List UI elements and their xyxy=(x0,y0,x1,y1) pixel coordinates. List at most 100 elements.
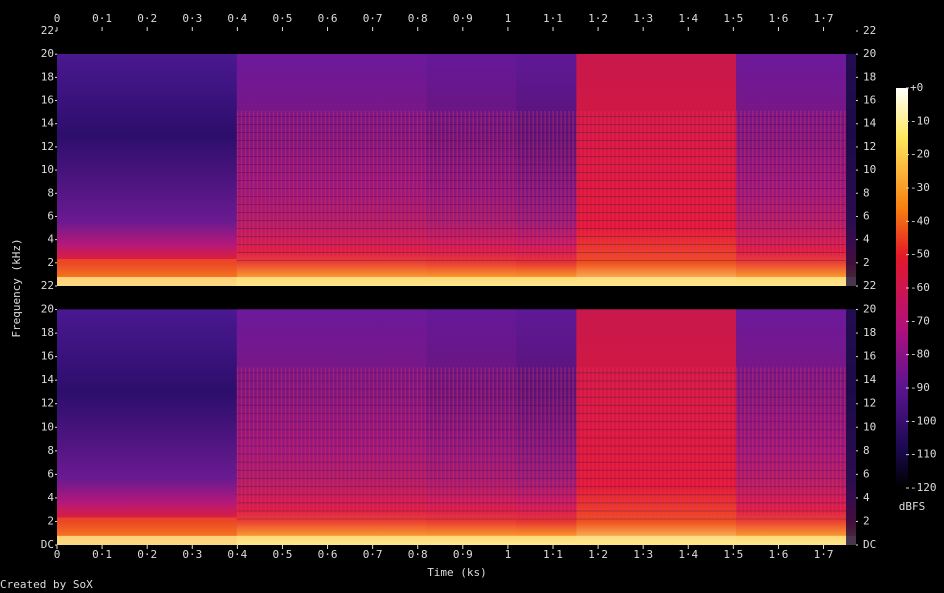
colorbar-tick-label: -90 xyxy=(910,381,930,394)
y-tick-label: 18 xyxy=(41,70,54,83)
x-tick-label: 0·3 xyxy=(182,548,202,561)
colorbar-tick-label: -100 xyxy=(910,414,937,427)
colorbar-tick-label: -70 xyxy=(910,314,930,327)
x-tick-label: 0·6 xyxy=(318,548,338,561)
colorbar-tick-label: -110 xyxy=(910,448,937,461)
y-tick-label: 22 xyxy=(41,24,54,37)
x-tick-label: 0·4 xyxy=(227,548,247,561)
x-tick-label: 1 xyxy=(505,548,512,561)
y-tick-label: 2 xyxy=(47,256,54,269)
colorbar-tick-label: -60 xyxy=(910,281,930,294)
y-tick-label: 12 xyxy=(863,397,876,410)
x-tick-label: 1·5 xyxy=(723,548,743,561)
x-tick-label: 1·3 xyxy=(633,548,653,561)
x-tick-label: 1·4 xyxy=(678,12,698,25)
y-tick-label: 16 xyxy=(41,350,54,363)
y-tick-label: 8 xyxy=(47,444,54,457)
credit: Created by SoX xyxy=(0,578,93,591)
y-tick-label: 18 xyxy=(863,70,876,83)
x-tick-label: 1·4 xyxy=(678,548,698,561)
x-tick-label: 1·1 xyxy=(543,548,563,561)
x-tick-label: 1·2 xyxy=(588,12,608,25)
y-tick-label: 12 xyxy=(41,397,54,410)
colorbar-tick-label: -120 xyxy=(910,481,937,494)
y-tick-label: 14 xyxy=(863,117,877,130)
y-tick-label: 16 xyxy=(863,94,876,107)
spectrogram-image xyxy=(57,54,856,286)
y-tick-label: 10 xyxy=(863,163,876,176)
y-axis-label: Frequency (kHz) xyxy=(10,238,23,337)
colorbar-tick-label: -40 xyxy=(910,214,930,227)
y-tick-label: 6 xyxy=(47,209,54,222)
y-tick-label: 4 xyxy=(863,233,870,246)
colorbar-tick-label: +0 xyxy=(910,81,923,94)
x-tick-label: 1·6 xyxy=(769,12,789,25)
y-tick-label: 12 xyxy=(863,140,876,153)
colorbar-tick-label: -80 xyxy=(910,348,930,361)
x-tick-label: 0·5 xyxy=(273,12,293,25)
x-tick-label: 0·4 xyxy=(227,12,247,25)
y-tick-label: 20 xyxy=(863,303,876,316)
x-tick-label: 1·5 xyxy=(723,12,743,25)
y-tick-label: 10 xyxy=(41,163,54,176)
x-tick-label: 1·6 xyxy=(769,548,789,561)
y-tick-label: 6 xyxy=(863,467,870,480)
y-tick-label: 12 xyxy=(41,140,54,153)
y-tick-label: 22 xyxy=(863,279,876,292)
x-tick-label: 0 xyxy=(54,548,61,561)
x-tick-label: 1·1 xyxy=(543,12,563,25)
y-tick-label: 2 xyxy=(47,514,54,527)
y-tick-label: 20 xyxy=(863,47,876,60)
x-axis-label: Time (ks) xyxy=(427,566,487,579)
x-tick-label: 0·2 xyxy=(137,12,157,25)
x-tick-label: 0·7 xyxy=(363,548,383,561)
y-tick-label: 4 xyxy=(47,491,54,504)
x-tick-label: 0·8 xyxy=(408,12,428,25)
y-tick-label: 18 xyxy=(41,326,54,339)
x-tick-label: 0 xyxy=(54,12,61,25)
y-tick-label: 22 xyxy=(41,279,54,292)
x-tick-label: 0·8 xyxy=(408,548,428,561)
colorbar xyxy=(896,88,908,488)
x-tick-label: 0·9 xyxy=(453,12,473,25)
x-tick-label: 0·1 xyxy=(92,548,112,561)
x-tick-label: 0·2 xyxy=(137,548,157,561)
x-tick-label: 0·9 xyxy=(453,548,473,561)
y-tick-label: 14 xyxy=(41,373,55,386)
x-tick-label: 1·3 xyxy=(633,12,653,25)
spectrogram-image xyxy=(57,309,856,545)
y-tick-label: DC xyxy=(863,538,876,551)
y-tick-label: 8 xyxy=(47,186,54,199)
y-tick-label: 16 xyxy=(863,350,876,363)
y-tick-label: 6 xyxy=(863,209,870,222)
y-tick-label: 10 xyxy=(41,420,54,433)
x-tick-label: 0·1 xyxy=(92,12,112,25)
y-tick-label: DC xyxy=(41,538,54,551)
y-tick-label: 22 xyxy=(863,24,876,37)
y-tick-label: 20 xyxy=(41,303,54,316)
x-tick-label: 1·7 xyxy=(814,12,834,25)
y-tick-label: 8 xyxy=(863,186,870,199)
colorbar-tick-label: -20 xyxy=(910,148,930,161)
x-tick-label: 0·7 xyxy=(363,12,383,25)
x-tick-label: 1·2 xyxy=(588,548,608,561)
y-tick-label: 4 xyxy=(863,491,870,504)
x-tick-label: 1 xyxy=(505,12,512,25)
x-tick-label: 1·7 xyxy=(814,548,834,561)
y-tick-label: 6 xyxy=(47,467,54,480)
y-tick-label: 2 xyxy=(863,514,870,527)
colorbar-tick-label: -30 xyxy=(910,181,930,194)
x-tick-label: 0·5 xyxy=(273,548,293,561)
colorbar-label: dBFS xyxy=(899,500,926,513)
colorbar-tick-label: -10 xyxy=(910,114,930,127)
y-tick-label: 14 xyxy=(863,373,877,386)
y-tick-label: 18 xyxy=(863,326,876,339)
y-tick-label: 14 xyxy=(41,117,55,130)
y-tick-label: 4 xyxy=(47,233,54,246)
y-tick-label: 20 xyxy=(41,47,54,60)
x-tick-label: 0·6 xyxy=(318,12,338,25)
colorbar-tick-label: -50 xyxy=(910,248,930,261)
y-tick-label: 16 xyxy=(41,94,54,107)
y-tick-label: 8 xyxy=(863,444,870,457)
